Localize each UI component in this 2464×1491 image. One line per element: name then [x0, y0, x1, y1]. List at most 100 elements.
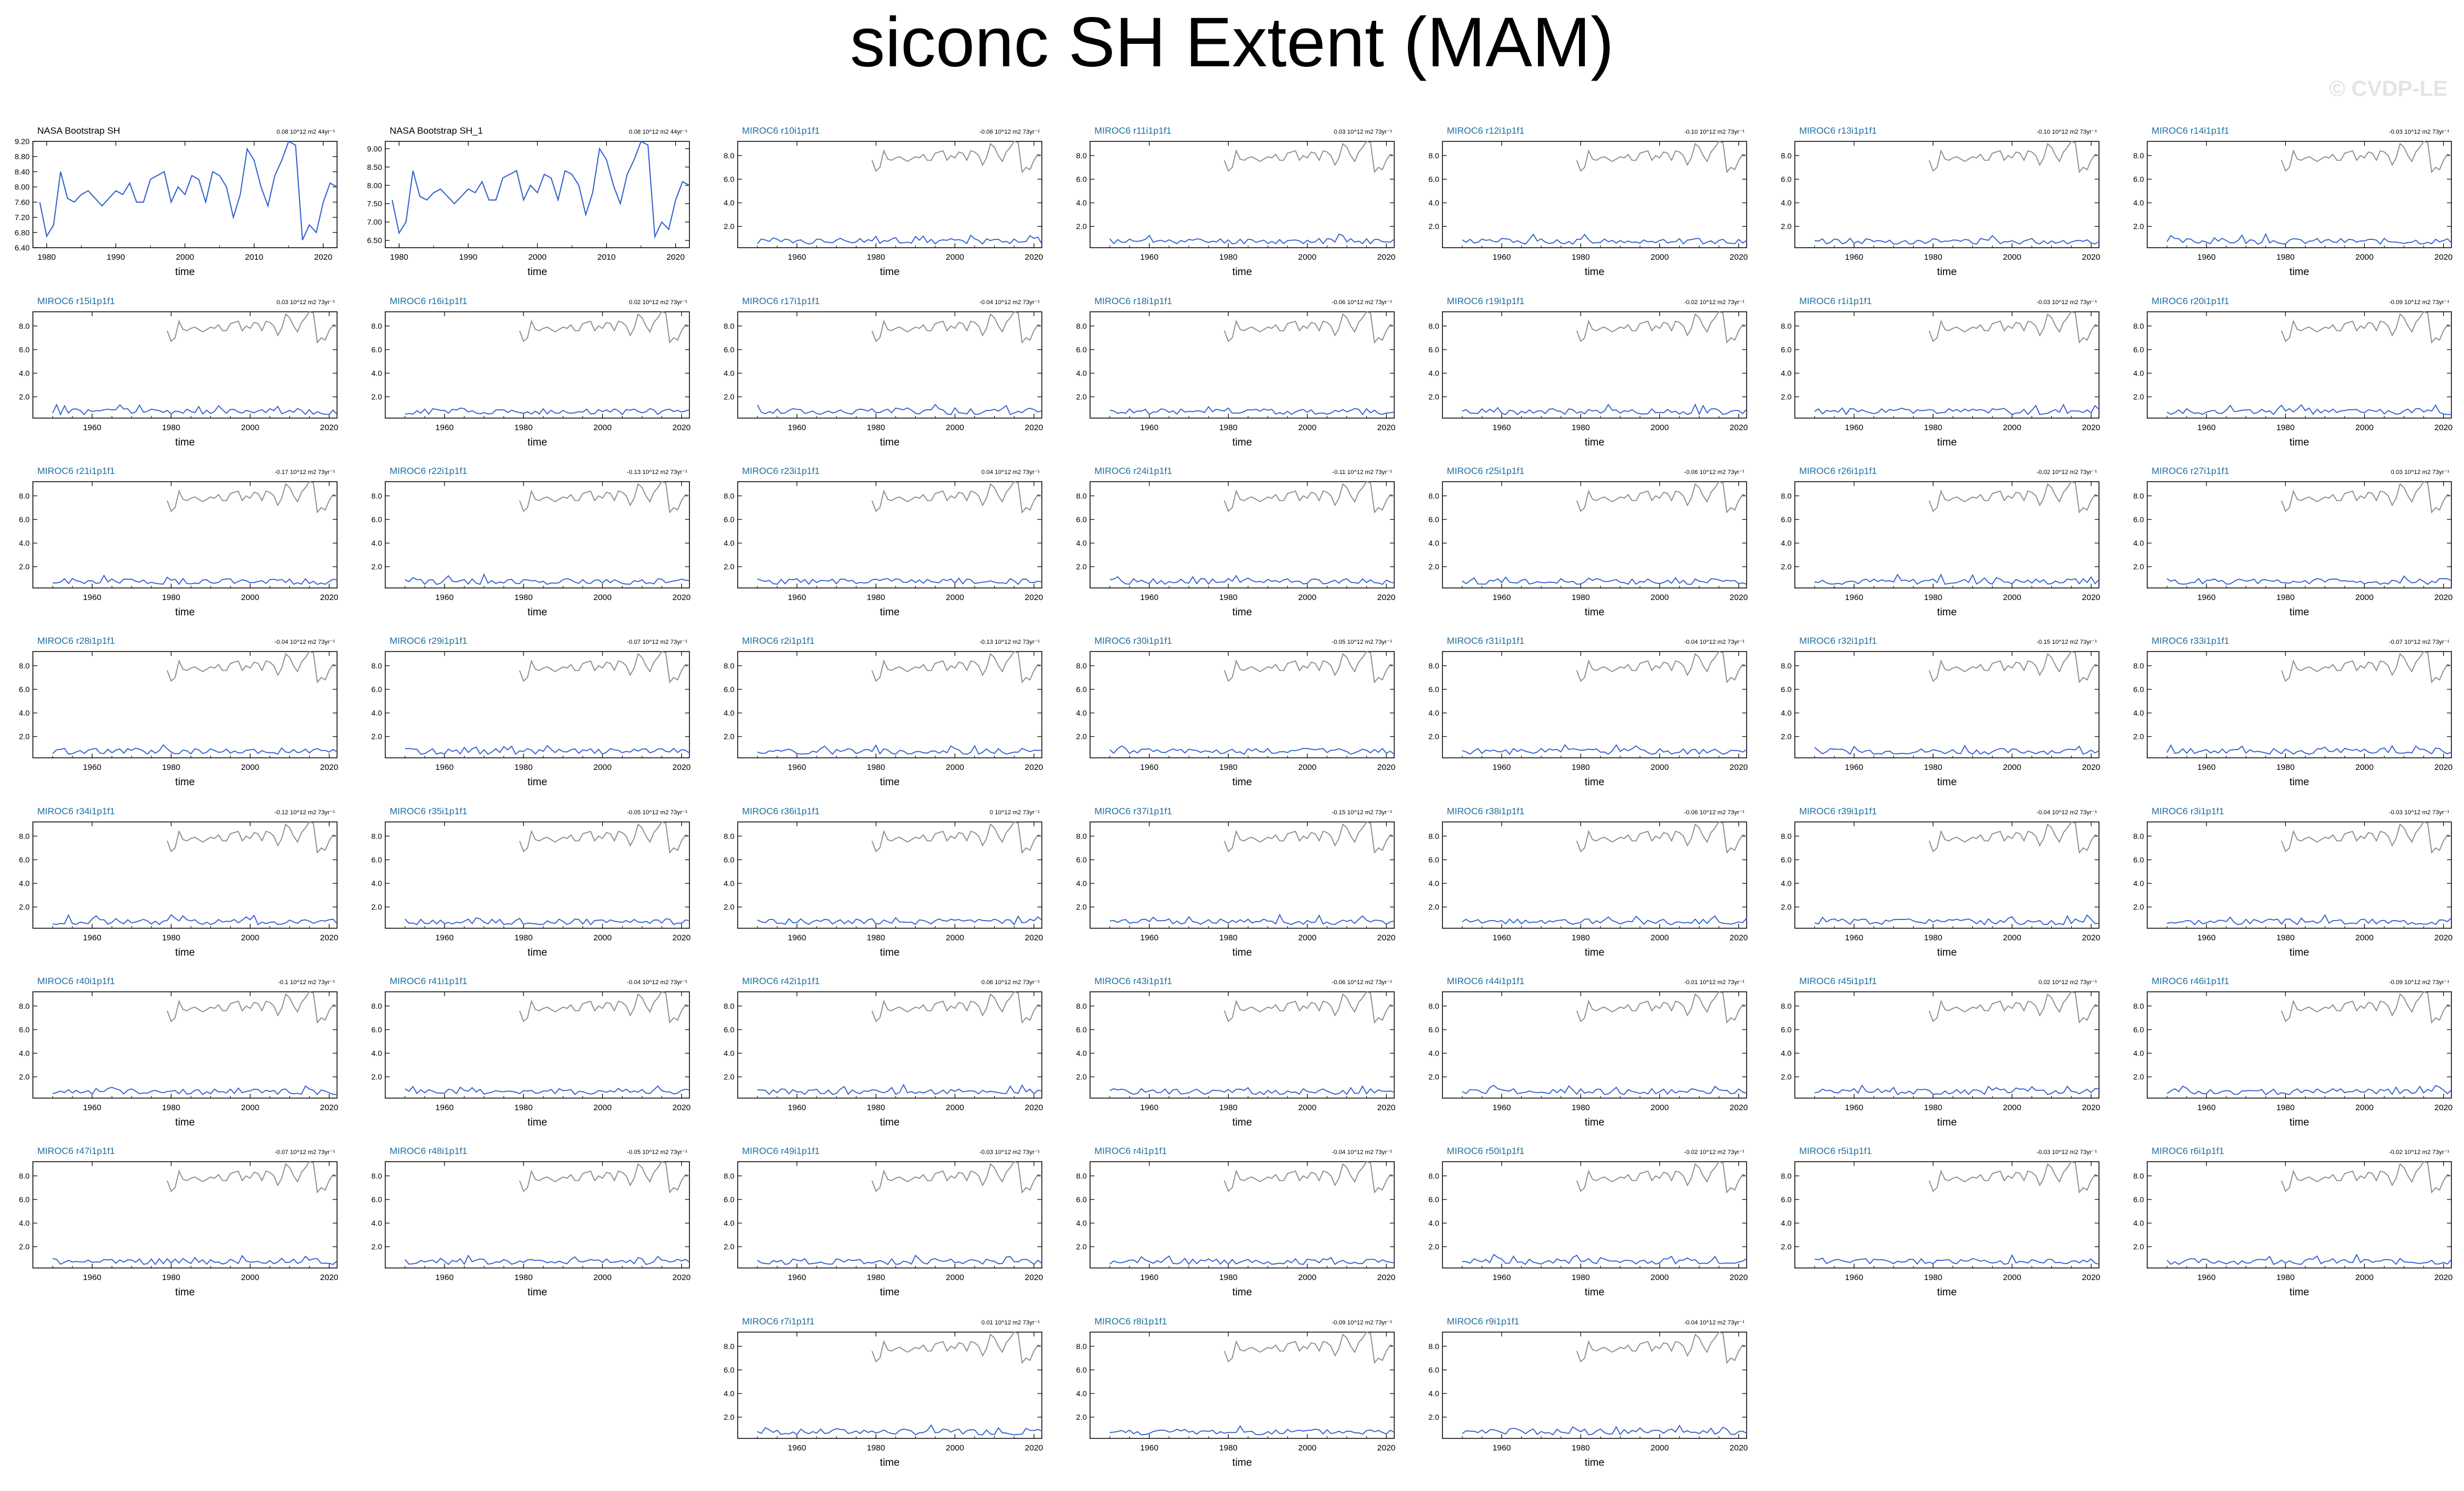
x-tick-label: 1980: [1219, 933, 1237, 942]
x-axis-label: time: [2290, 437, 2309, 448]
y-tick-label: 6.0: [2134, 1195, 2144, 1204]
x-tick-label: 2020: [2082, 593, 2100, 602]
trend-label: -0.04 10^12 m2 73yr⁻¹: [275, 639, 335, 645]
x-tick-label: 2000: [594, 1273, 612, 1282]
model-series-line: [1814, 403, 2100, 415]
obs-overlay-line: [1576, 140, 1747, 174]
obs-overlay-line: [1929, 650, 2100, 684]
plot-frame: [2147, 481, 2452, 589]
obs-overlay-line: [167, 311, 338, 344]
y-tick-label: 8.0: [19, 832, 30, 841]
y-tick-label: 2.0: [372, 1242, 383, 1251]
x-tick-label: 1980: [390, 253, 408, 262]
y-tick-label: 8.80: [15, 152, 30, 161]
y-tick-label: 6.0: [1429, 515, 1440, 524]
y-tick-label: 8.0: [1781, 322, 1792, 330]
trend-label: -0.09 10^12 m2 73yr⁻¹: [2389, 299, 2449, 306]
y-tick-label: 4.0: [1076, 709, 1087, 717]
trend-label: -0.03 10^12 m2 73yr⁻¹: [2037, 299, 2097, 306]
y-tick-label: 4.0: [2134, 1049, 2144, 1058]
chart-panel: MIROC6 r8i1p1f1 -0.09 10^12 m2 73yr⁻¹ 2.0 4…: [1076, 1316, 1396, 1469]
y-tick-label: 2.0: [1076, 392, 1087, 401]
x-axis-label: time: [880, 776, 900, 788]
y-tick-label: 2.0: [1076, 1242, 1087, 1251]
model-series-line: [2166, 913, 2452, 926]
x-tick-label: 1960: [1845, 1103, 1863, 1112]
panel-title: MIROC6 r31i1p1f1: [1447, 636, 1525, 646]
chart-panel: MIROC6 r3i1p1f1 -0.03 10^12 m2 73yr⁻¹ 2.0 4…: [2134, 806, 2453, 958]
panel-title: MIROC6 r38i1p1f1: [1447, 806, 1525, 816]
x-tick-label: 1960: [1845, 763, 1863, 772]
x-axis-label: time: [880, 437, 900, 448]
chart-panel: MIROC6 r25i1p1f1 -0.06 10^12 m2 73yr⁻¹ 2.0…: [1429, 466, 1748, 618]
x-tick-label: 2010: [245, 253, 263, 262]
x-tick-label: 2020: [320, 423, 338, 432]
y-tick-label: 6.0: [724, 855, 735, 864]
panel-title: MIROC6 r10i1p1f1: [742, 125, 820, 136]
y-tick-label: 2.0: [724, 1413, 735, 1421]
x-tick-label: 2000: [946, 763, 964, 772]
chart-panel: MIROC6 r40i1p1f1 -0.1 10^12 m2 73yr⁻¹ 2.0 4…: [19, 976, 339, 1128]
model-series-line: [1814, 235, 2100, 245]
x-axis-label: time: [1233, 776, 1252, 788]
x-axis-label: time: [2290, 776, 2309, 788]
x-tick-label: 1960: [83, 933, 101, 942]
y-tick-label: 8.0: [372, 1002, 383, 1010]
y-tick-label: 2.0: [1781, 1242, 1792, 1251]
panel-title: MIROC6 r37i1p1f1: [1094, 806, 1172, 816]
x-tick-label: 1980: [162, 763, 180, 772]
x-tick-label: 1980: [162, 423, 180, 432]
trend-label: -0.10 10^12 m2 73yr⁻¹: [1684, 129, 1744, 135]
x-tick-label: 2000: [1651, 1273, 1669, 1282]
y-tick-label: 8.00: [15, 182, 30, 191]
y-tick-label: 6.0: [1781, 175, 1792, 184]
y-tick-label: 2.0: [1429, 1242, 1440, 1251]
y-tick-label: 6.0: [1429, 685, 1440, 694]
x-tick-label: 1980: [1219, 423, 1237, 432]
x-tick-label: 2020: [1025, 763, 1043, 772]
x-axis-label: time: [880, 1117, 900, 1128]
x-tick-label: 1980: [515, 1273, 533, 1282]
x-tick-label: 1960: [1492, 1443, 1510, 1453]
x-tick-label: 2020: [1377, 1273, 1395, 1282]
x-tick-label: 2020: [672, 1273, 691, 1282]
model-series-line: [52, 913, 338, 926]
x-tick-label: 1960: [788, 1103, 806, 1112]
x-tick-label: 2020: [1730, 933, 1748, 942]
y-tick-label: 4.0: [372, 1049, 383, 1058]
x-tick-label: 2020: [320, 1103, 338, 1112]
x-tick-label: 1980: [2277, 933, 2295, 942]
x-tick-label: 2000: [946, 1103, 964, 1112]
model-series-line: [1109, 574, 1395, 585]
x-tick-label: 2000: [2355, 763, 2374, 772]
chart-panel: MIROC6 r49i1p1f1 -0.03 10^12 m2 73yr⁻¹ 2.0…: [724, 1146, 1043, 1298]
y-tick-label: 8.0: [1781, 492, 1792, 500]
x-tick-label: 2020: [1025, 1103, 1043, 1112]
x-tick-label: 1980: [1924, 423, 1942, 432]
x-axis-label: time: [1585, 776, 1605, 788]
y-tick-label: 2.0: [1429, 1413, 1440, 1421]
obs-overlay-line: [1929, 821, 2100, 854]
x-axis-label: time: [528, 776, 547, 788]
model-series-line: [757, 577, 1042, 585]
trend-label: -0.04 10^12 m2 73yr⁻¹: [1332, 1149, 1392, 1156]
obs-overlay-line: [167, 991, 338, 1024]
chart-panel: MIROC6 r11i1p1f1 0.03 10^12 m2 73yr⁻¹ 2.0 4…: [1076, 125, 1396, 278]
y-tick-label: 4.0: [1781, 1049, 1792, 1058]
chart-panel: MIROC6 r27i1p1f1 0.03 10^12 m2 73yr⁻¹ 2.0 4…: [2134, 466, 2453, 618]
x-tick-label: 1960: [1845, 593, 1863, 602]
panel-title: MIROC6 r41i1p1f1: [390, 976, 467, 986]
obs-overlay-line: [1576, 1161, 1747, 1194]
x-axis-label: time: [1585, 1287, 1605, 1298]
trend-label: -0.04 10^12 m2 73yr⁻¹: [2037, 809, 2097, 816]
x-tick-label: 1980: [1572, 1443, 1590, 1453]
panel-title: MIROC6 r7i1p1f1: [742, 1316, 814, 1327]
x-tick-label: 2000: [241, 763, 259, 772]
trend-label: -0.03 10^12 m2 73yr⁻¹: [979, 1149, 1040, 1156]
trend-label: -0.07 10^12 m2 73yr⁻¹: [2389, 639, 2449, 645]
y-tick-label: 4.0: [19, 539, 30, 547]
chart-panel: MIROC6 r47i1p1f1 -0.07 10^12 m2 73yr⁻¹ 2.0…: [19, 1146, 339, 1298]
x-tick-label: 1960: [1492, 763, 1510, 772]
trend-label: -0.05 10^12 m2 73yr⁻¹: [627, 1149, 687, 1156]
chart-panel: MIROC6 r18i1p1f1 -0.06 10^12 m2 73yr⁻¹ 2.0…: [1076, 296, 1396, 448]
